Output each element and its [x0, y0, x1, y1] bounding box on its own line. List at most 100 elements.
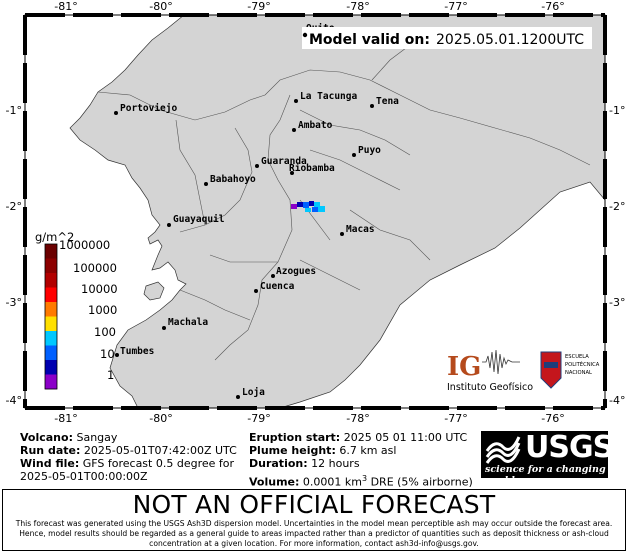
- valid-box: [302, 27, 592, 49]
- city-dot: [370, 104, 374, 108]
- eruption-start-value: 2025 05 01 11:00 UTC: [343, 431, 468, 444]
- lon-tick: -77°: [444, 0, 467, 13]
- colorbar-outline: [44, 243, 58, 390]
- colorbar-segment: [45, 374, 57, 390]
- volcano-label: Volcano:: [20, 431, 73, 444]
- lat-tick: -1°: [6, 104, 22, 117]
- city-label: Machala: [168, 317, 208, 328]
- forecast-map: -81° -80° -79° -78° -77° -76° -81° -80° …: [6, 0, 626, 425]
- city-label: Puyo: [358, 145, 381, 156]
- usgs-word: USGS: [525, 430, 614, 465]
- ig-letters: IG: [447, 352, 481, 382]
- city-markers: Quito Portoviejo La Tacunga Tena Ambato …: [114, 23, 399, 399]
- city-label: Tumbes: [120, 346, 154, 357]
- colorbar: g/m^2 1000000 100000 10000 1000 100 10 1: [35, 230, 118, 390]
- lat-tick: -2°: [609, 200, 625, 213]
- colorbar-segment: [45, 331, 57, 346]
- lat-tick: -4°: [609, 394, 625, 407]
- lon-ticks-bottom: -81° -80° -79° -78° -77° -76°: [54, 412, 564, 425]
- usgs-tagline: science for a changing world: [485, 464, 606, 486]
- city-label: Tena: [376, 96, 399, 107]
- city-label: Azogues: [276, 266, 316, 277]
- colorbar-label: 1000000: [59, 238, 110, 252]
- city-dot: [115, 353, 119, 357]
- colorbar-label: 1000: [88, 303, 117, 317]
- city-dot: [255, 164, 259, 168]
- lon-tick: -81°: [54, 0, 77, 13]
- city-dot: [114, 111, 118, 115]
- puna-island: [143, 281, 165, 301]
- colorbar-segment: [45, 244, 57, 259]
- ig-logo: IG Instituto Geofísico: [447, 349, 533, 393]
- lon-ticks-top: -81° -80° -79° -78° -77° -76°: [54, 0, 564, 13]
- ash-plume: [291, 201, 325, 212]
- lat-tick: -2°: [6, 200, 22, 213]
- lat-ticks-left: -1° -2° -3° -4°: [6, 104, 22, 407]
- epn-text-2: POLITÉCNICA: [565, 360, 600, 368]
- colorbar-segment: [45, 316, 57, 332]
- lon-tick: -79°: [247, 0, 270, 13]
- run-date-label: Run date:: [20, 444, 81, 457]
- colorbar-label: 100: [94, 325, 116, 339]
- lon-tick: -76°: [541, 0, 564, 13]
- colorbar-label: 100000: [73, 261, 117, 275]
- volcano-value: Sangay: [76, 431, 118, 444]
- epn-text-1: ESCUELA: [565, 354, 589, 360]
- quito-dot: [302, 32, 308, 38]
- lon-tick: -78°: [346, 0, 369, 13]
- city-dot: [352, 153, 356, 157]
- city-label: Riobamba: [289, 163, 335, 174]
- colorbar-segment: [45, 287, 57, 303]
- colorbar-label: 1: [107, 368, 114, 382]
- epn-shield-icon: [540, 351, 562, 389]
- lon-tick: -77°: [444, 412, 467, 425]
- model-valid-time: 2025.05.01.1200UTC: [436, 32, 584, 48]
- colorbar-label: 10: [100, 347, 115, 361]
- colorbar-label: 10000: [81, 282, 118, 296]
- city-dot: [254, 289, 258, 293]
- lat-tick: -3°: [609, 296, 625, 309]
- lat-ticks-right: -1° -2° -3° -4°: [609, 104, 625, 407]
- city-dot: [340, 232, 344, 236]
- colorbar-segment: [45, 360, 57, 375]
- colorbar-unit: g/m^2: [35, 230, 74, 244]
- volume-value-suffix: DRE (5% airborne): [367, 475, 473, 489]
- province-borders: [97, 44, 591, 361]
- lon-tick: -81°: [54, 412, 77, 425]
- city-label: Macas: [346, 224, 375, 235]
- city-label: Portoviejo: [120, 103, 177, 114]
- usgs-logo: USGS science for a changing world: [481, 431, 614, 486]
- city-dot: [236, 395, 240, 399]
- volume-value: 0.0001 km: [302, 475, 362, 489]
- city-label: Guayaquil: [173, 214, 225, 225]
- city-dot: [271, 274, 275, 278]
- lon-tick: -78°: [346, 412, 369, 425]
- volume-exponent: 3: [361, 474, 368, 483]
- lon-tick: -76°: [541, 412, 564, 425]
- city-label: Guaranda: [261, 156, 307, 167]
- eruption-start-label: Eruption start:: [249, 431, 341, 444]
- info-left: Volcano: Sangay Run date: 2025-05-01T07:…: [20, 431, 237, 483]
- epn-text-3: NACIONAL: [565, 370, 592, 376]
- lon-tick: -79°: [247, 412, 270, 425]
- city-label: La Tacunga: [300, 91, 357, 102]
- wind-file-label: Wind file:: [20, 457, 80, 470]
- lon-tick: -80°: [149, 0, 172, 13]
- city-label: Loja: [242, 387, 265, 398]
- city-dot: [294, 99, 298, 103]
- city-dot: [162, 326, 166, 330]
- model-valid-label: Model valid on:: [309, 32, 430, 48]
- duration-value: 12 hours: [311, 457, 360, 470]
- volume-label: Volume:: [249, 475, 300, 489]
- run-date-value: 2025-05-01T07:42:00Z UTC: [83, 444, 237, 457]
- ig-text: Instituto Geofísico: [447, 382, 533, 393]
- epn-logo: ESCUELA POLITÉCNICA NACIONAL: [540, 351, 600, 389]
- banner-title: NOT AN OFFICIAL FORECAST: [132, 490, 496, 519]
- colorbar-segment: [45, 345, 57, 361]
- disclaimer-banner: NOT AN OFFICIAL FORECAST This forecast w…: [2, 489, 626, 551]
- map-frame-border: [23, 13, 607, 410]
- wind-file-value-2: 2025-05-01T00:00:00Z: [20, 470, 148, 483]
- info-right: Eruption start: 2025 05 01 11:00 UTC Plu…: [249, 431, 473, 489]
- city-dot: [290, 171, 294, 175]
- wind-file-value: GFS forecast 0.5 degree for: [82, 457, 235, 470]
